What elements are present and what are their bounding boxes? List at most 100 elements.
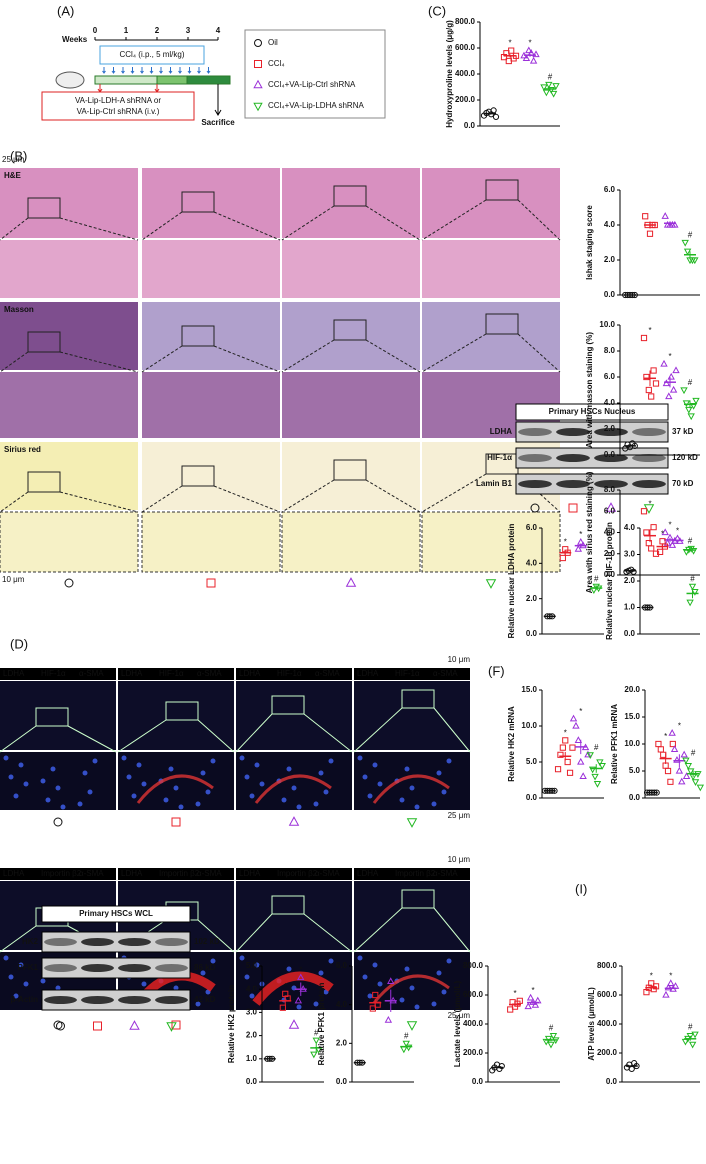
histology-zoom <box>0 372 138 438</box>
y-tick-label: 0.0 <box>526 629 538 638</box>
blot-band <box>518 428 552 436</box>
data-point <box>279 1004 286 1011</box>
data-point <box>670 745 679 752</box>
treatment: CCl₄ (i.p., 5 ml/kg) <box>119 50 184 59</box>
legend-label: CCl₄+VA-Lip-LDHA shRNA <box>268 101 364 110</box>
data-point <box>648 393 655 400</box>
nucleus <box>446 758 452 764</box>
week-number: 2 <box>155 26 160 35</box>
signal <box>372 774 450 804</box>
blot-band <box>556 428 590 436</box>
y-tick-label: 400.0 <box>463 1019 484 1028</box>
y-tick-label: 1.0 <box>246 1054 258 1063</box>
channel-label: α-SMA <box>79 669 104 678</box>
significance-mark: * <box>579 530 582 539</box>
nucleus <box>173 985 179 991</box>
data-point <box>566 769 574 776</box>
significance-mark: * <box>648 499 651 508</box>
y-tick-label: 2.0 <box>624 576 636 585</box>
y-tick-label: 2.0 <box>246 1031 258 1040</box>
nucleus <box>399 797 405 803</box>
histology-image <box>142 302 280 370</box>
y-tick-label: 2.0 <box>604 424 616 433</box>
y-tick-label: 5.0 <box>526 757 538 766</box>
y-axis-title: Relative HK2 protein <box>227 985 236 1063</box>
channel-label: LDHA <box>239 669 261 678</box>
group-marker <box>171 817 181 827</box>
nucleus <box>18 762 24 768</box>
nucleus <box>205 789 211 795</box>
mouse-icon <box>55 71 85 89</box>
stain-label: Sirius red <box>4 445 41 454</box>
significance-mark: * <box>664 732 667 741</box>
nucleus <box>8 774 14 780</box>
nucleus <box>441 789 447 795</box>
data-point <box>557 751 564 758</box>
group-marker <box>64 578 74 588</box>
y-axis-title: Relative nuclear LDHA protein <box>507 523 516 638</box>
data-point <box>680 387 688 395</box>
group-marker <box>206 578 216 588</box>
histology-zoom <box>282 372 420 438</box>
data-point <box>544 1035 553 1043</box>
data-point <box>598 763 606 770</box>
zoom-line <box>421 199 561 241</box>
significance-mark: * <box>374 983 377 992</box>
panel-label: (A) <box>57 3 74 18</box>
data-point <box>652 550 660 557</box>
nucleus <box>239 755 245 761</box>
significance-mark: * <box>299 966 302 975</box>
data-point <box>387 977 395 985</box>
panel-label: (B) <box>10 148 27 163</box>
nucleus <box>87 789 93 795</box>
injection-arrow <box>149 67 154 74</box>
group-marker <box>485 579 497 589</box>
channel-label: LDHA <box>239 869 261 878</box>
data-point <box>682 400 691 408</box>
data-point <box>650 367 657 374</box>
blot-band <box>44 964 77 972</box>
data-point <box>655 740 662 748</box>
data-point <box>579 772 587 779</box>
nucleus <box>141 981 147 987</box>
y-tick-label: 2.0 <box>604 255 616 264</box>
y-tick-label: 4.0 <box>246 984 258 993</box>
y-tick-label: 4.0 <box>604 398 616 407</box>
y-tick-label: 200.0 <box>597 1048 618 1057</box>
data-point <box>554 766 562 773</box>
injection-arrow <box>159 67 163 74</box>
zoom-line <box>235 713 353 753</box>
inset-box <box>401 889 435 909</box>
data-point <box>657 548 664 555</box>
injection-arrow <box>168 67 173 74</box>
channel-label: α-SMA <box>433 869 458 878</box>
data-point <box>552 83 560 90</box>
y-tick-label: 2.0 <box>604 549 616 558</box>
y-tick-label: 0.0 <box>629 793 641 802</box>
blot-title-box <box>515 403 669 421</box>
inset-box <box>485 179 519 201</box>
data-point <box>645 386 652 394</box>
data-point <box>505 57 512 65</box>
y-tick-label: 0.0 <box>606 1077 618 1086</box>
nucleus <box>328 758 334 764</box>
data-point <box>492 113 500 121</box>
data-point <box>683 248 692 256</box>
histology-zoom <box>421 511 561 573</box>
band-size: 120 kD <box>672 453 698 462</box>
signal <box>136 774 214 804</box>
nucleus <box>318 970 324 976</box>
significance-mark: # <box>594 743 599 752</box>
group-marker <box>605 502 617 512</box>
y-tick-label: 400.0 <box>455 69 476 78</box>
nucleus <box>431 801 437 807</box>
channel-label: α-SMA <box>79 869 104 878</box>
blot-title: Primary HSCs Nucleus <box>549 407 636 416</box>
legend-marker <box>254 60 262 68</box>
channel-label: HIF-1α <box>159 669 184 678</box>
data-point <box>559 744 566 751</box>
nucleus <box>409 985 415 991</box>
week-number: 1 <box>124 26 129 35</box>
y-tick-label: 0.0 <box>526 793 538 802</box>
